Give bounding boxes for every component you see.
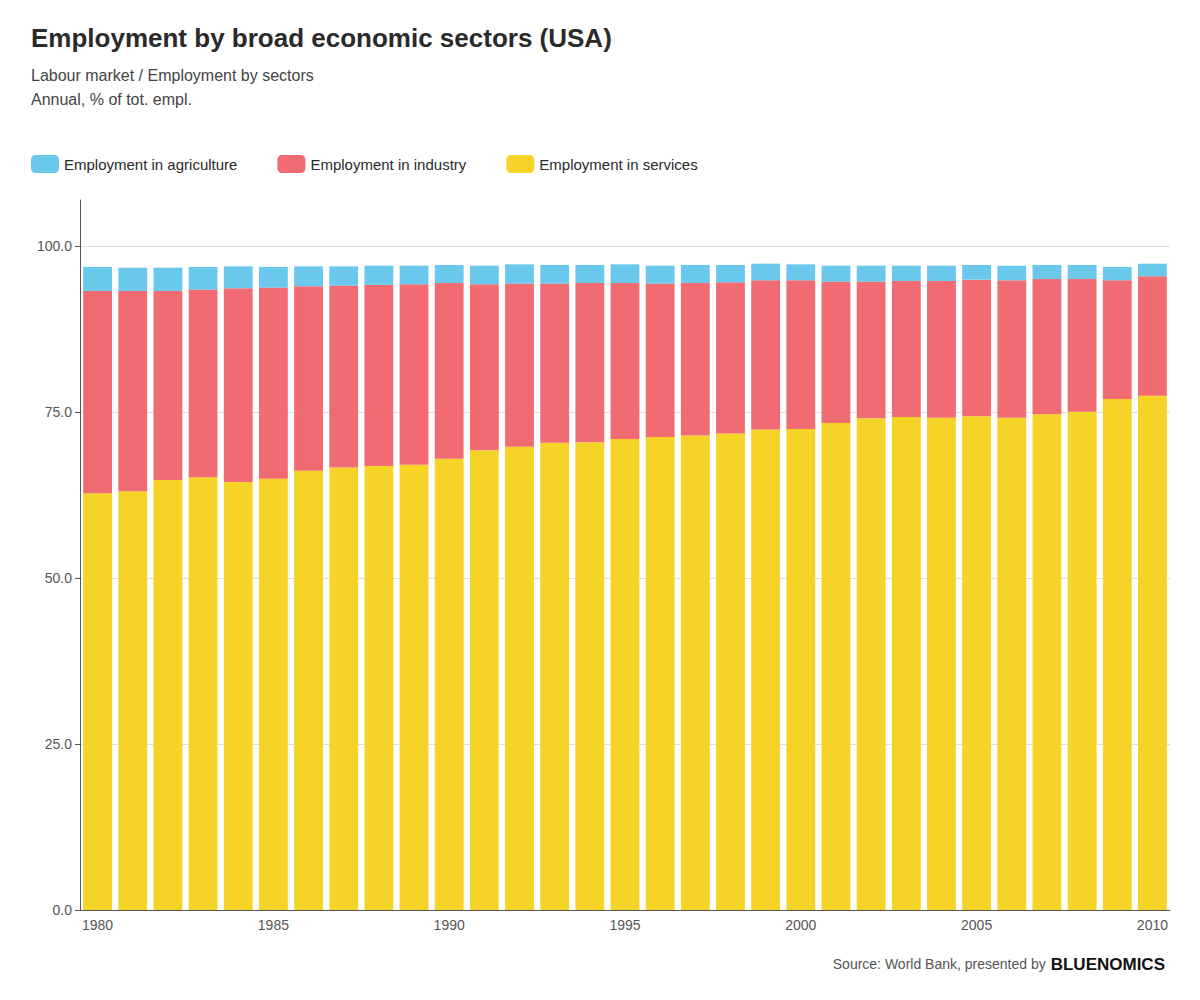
svg-text:100.0: 100.0: [37, 238, 72, 254]
svg-text:BLUENOMICS: BLUENOMICS: [1051, 955, 1165, 974]
svg-text:Employment by broad economic s: Employment by broad economic sectors (US…: [31, 23, 612, 53]
svg-text:1995: 1995: [609, 917, 640, 933]
svg-text:25.0: 25.0: [45, 736, 72, 752]
svg-text:50.0: 50.0: [45, 570, 72, 586]
svg-text:Employment in services: Employment in services: [539, 156, 697, 173]
svg-text:Annual, % of tot. empl.: Annual, % of tot. empl.: [31, 91, 192, 108]
svg-text:1990: 1990: [434, 917, 465, 933]
svg-text:Labour market / Employment by: Labour market / Employment by sectors: [31, 67, 314, 84]
svg-text:75.0: 75.0: [45, 404, 72, 420]
svg-text:1980: 1980: [82, 917, 113, 933]
svg-text:Employment in industry: Employment in industry: [310, 156, 466, 173]
svg-text:2010: 2010: [1137, 917, 1168, 933]
svg-text:0.0: 0.0: [53, 902, 73, 918]
svg-text:1985: 1985: [258, 917, 289, 933]
svg-text:Source: World Bank, presented: Source: World Bank, presented by: [833, 956, 1046, 972]
svg-text:2000: 2000: [785, 917, 816, 933]
svg-text:Employment in agriculture: Employment in agriculture: [64, 156, 237, 173]
svg-text:2005: 2005: [961, 917, 992, 933]
